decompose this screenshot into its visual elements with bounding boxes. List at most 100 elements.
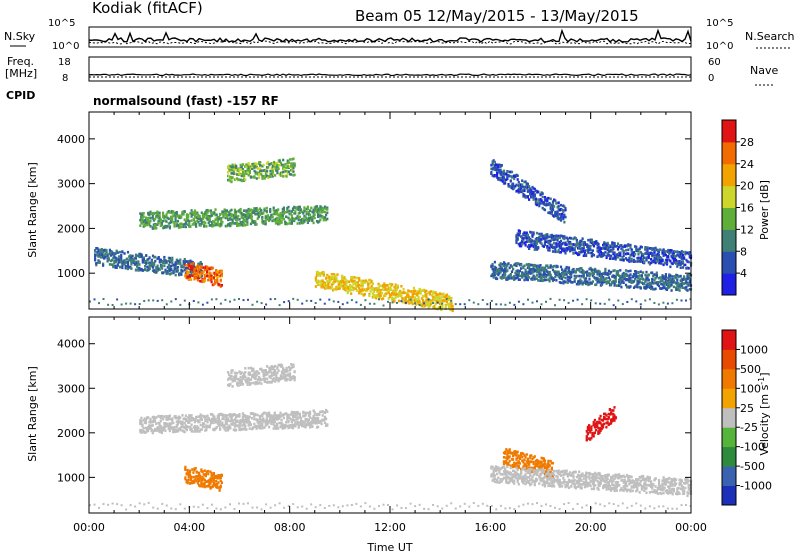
scatter-cell <box>309 217 312 220</box>
scatter-cell <box>158 268 161 271</box>
scatter-cell <box>193 274 196 278</box>
ground-scatter-cell <box>590 299 593 302</box>
scatter-cell <box>190 263 193 266</box>
scatter-cell <box>491 264 494 268</box>
scatter-cell <box>547 239 550 243</box>
scatter-cell <box>650 247 653 250</box>
scatter-cell <box>158 214 161 217</box>
scatter-cell <box>385 292 388 295</box>
scatter-cell <box>196 213 199 216</box>
scatter-cell <box>500 173 503 176</box>
scatter-cell <box>559 203 563 207</box>
scatter-cell <box>183 223 186 226</box>
scatter-cell <box>589 266 592 270</box>
scatter-cell <box>688 281 691 285</box>
ground-scatter-cell <box>454 303 457 306</box>
scatter-cell <box>663 283 666 286</box>
ground-scatter-cell <box>143 300 146 302</box>
scatter-cell <box>630 257 633 261</box>
scatter-cell <box>602 275 605 279</box>
scatter-cell <box>246 163 249 167</box>
scatter-cell <box>368 278 371 282</box>
scatter-cell <box>238 172 241 175</box>
scatter-cell <box>447 303 450 306</box>
scatter-cell <box>285 170 288 173</box>
scatter-cell <box>141 261 144 264</box>
scatter-cell <box>662 263 665 267</box>
scatter-cell <box>619 269 622 272</box>
scatter-cell <box>166 422 169 426</box>
scatter-cell <box>97 255 100 258</box>
scatter-cell <box>671 262 674 266</box>
scatter-cell <box>680 280 683 283</box>
scatter-cell <box>195 222 198 226</box>
scatter-cell <box>236 419 239 422</box>
scatter-cell <box>301 424 304 427</box>
scatter-cell <box>183 430 186 434</box>
scatter-cell <box>350 292 353 295</box>
scatter-cell <box>193 269 196 273</box>
scatter-cell <box>504 267 507 270</box>
scatter-cell <box>627 269 630 273</box>
scatter-cell <box>416 291 419 295</box>
scatter-cell <box>410 296 413 299</box>
scatter-cell <box>222 215 225 219</box>
scatter-cell <box>282 416 285 420</box>
scatter-cell <box>628 259 631 262</box>
scatter-cell <box>164 268 167 272</box>
ground-scatter-cell <box>247 298 249 301</box>
scatter-cell <box>587 251 590 254</box>
scatter-cell <box>530 244 533 247</box>
scatter-cell <box>635 285 638 288</box>
scatter-cell <box>191 274 194 277</box>
scatter-cell <box>255 207 258 210</box>
scatter-cell <box>604 250 607 254</box>
scatter-cell <box>104 253 107 256</box>
scatter-cell <box>255 223 258 226</box>
scatter-cell <box>322 274 325 277</box>
ground-scatter-cell <box>563 299 566 302</box>
scatter-cell <box>509 170 512 174</box>
scatter-cell <box>107 258 110 261</box>
scatter-cell <box>408 290 411 293</box>
scatter-cell <box>520 244 523 248</box>
scatter-cell <box>287 205 290 209</box>
scatter-cell <box>276 171 279 175</box>
ground-scatter-cell <box>134 303 137 306</box>
scatter-cell <box>399 294 402 298</box>
scatter-cell <box>189 225 192 228</box>
scatter-cell <box>276 211 279 214</box>
scatter-cell <box>272 427 275 430</box>
scatter-cell <box>433 305 436 308</box>
scatter-cell <box>269 216 272 220</box>
scatter-cell <box>639 251 642 254</box>
scatter-cell <box>657 260 661 263</box>
scatter-cell <box>553 238 556 242</box>
scatter-cell <box>224 209 227 213</box>
scatter-cell <box>561 268 564 271</box>
scatter-cell <box>280 418 283 422</box>
scatter-cell <box>530 271 533 275</box>
scatter-cell <box>492 272 495 275</box>
scatter-cell <box>566 281 569 284</box>
scatter-cell <box>622 274 625 277</box>
scatter-cell <box>632 274 636 278</box>
scatter-cell <box>558 276 561 280</box>
ground-scatter-cell <box>233 298 236 301</box>
scatter-cell <box>363 281 366 284</box>
scatter-cell <box>179 261 182 264</box>
scatter-cell <box>148 223 151 226</box>
ground-scatter-cell <box>391 301 394 304</box>
ground-scatter-cell <box>319 298 322 301</box>
scatter-cell <box>616 248 620 251</box>
scatter-cell <box>415 303 418 306</box>
scatter-cell <box>297 218 300 222</box>
nave-tick-low: 0 <box>708 73 714 84</box>
scatter-cell <box>230 371 233 374</box>
scatter-cell <box>318 210 321 214</box>
scatter-cell <box>239 163 242 167</box>
scatter-cell <box>657 284 661 288</box>
scatter-cell <box>142 220 145 224</box>
scatter-cell <box>442 299 445 302</box>
scatter-cell <box>311 425 314 428</box>
